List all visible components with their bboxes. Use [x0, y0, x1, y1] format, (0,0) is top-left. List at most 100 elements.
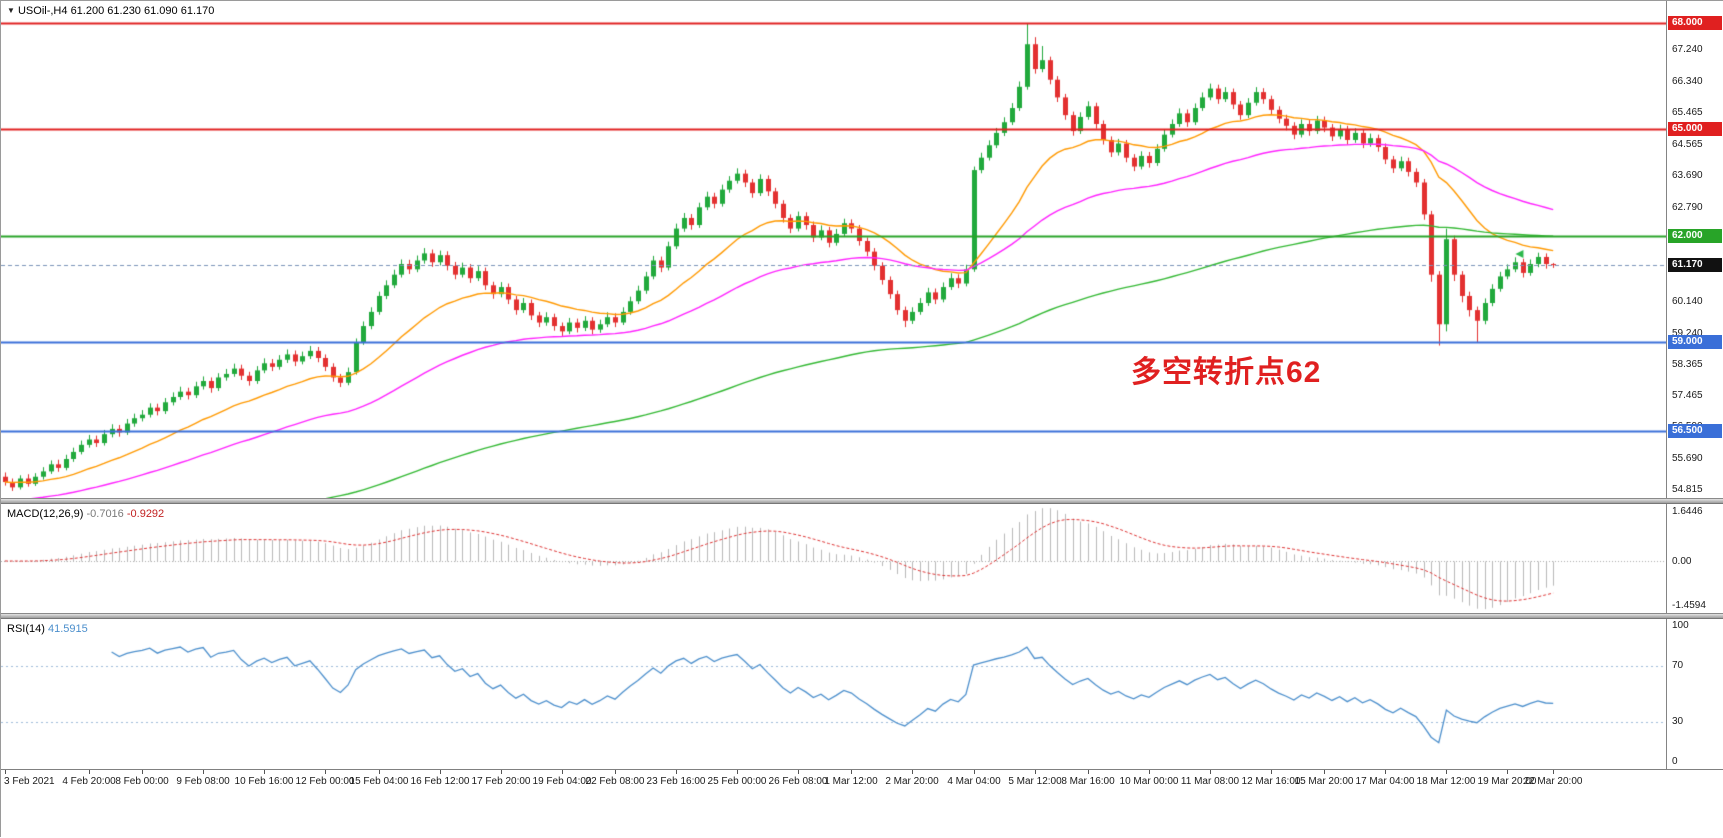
macd-name: MACD(12,26,9) — [7, 508, 84, 520]
time-tick-mark — [562, 770, 563, 774]
pane-splitter[interactable] — [1, 613, 1723, 619]
rsi-tick-label: 100 — [1672, 620, 1689, 631]
price-tick-label: 57.465 — [1672, 390, 1703, 402]
time-axis-label: 17 Feb 20:00 — [471, 776, 531, 787]
pane-splitter[interactable] — [1, 498, 1723, 504]
price-tick-label: 62.790 — [1672, 201, 1703, 213]
time-axis-label: 22 Feb 08:00 — [585, 776, 645, 787]
time-tick-mark — [1385, 770, 1386, 774]
time-axis-label: 19 Mar 20:00 — [1477, 776, 1537, 787]
time-tick-mark — [1149, 770, 1150, 774]
macd-axis[interactable]: 1.6446 0.00 -1.4594 — [1666, 504, 1723, 613]
time-tick-mark — [142, 770, 143, 774]
rsi-axis[interactable]: 100 70 30 0 — [1666, 619, 1723, 769]
symbol-period-label: USOil-,H4 — [17, 5, 68, 17]
time-axis-label: 15 Feb 04:00 — [349, 776, 409, 787]
time-tick-mark — [440, 770, 441, 774]
chart-annotation-text: 多空转折点62 — [1131, 356, 1322, 389]
macd-indicator-label: MACD(12,26,9) -0.7016 -0.9292 — [7, 508, 164, 520]
symbol-dropdown-icon[interactable]: ▼ — [7, 6, 15, 15]
macd-tick-label: 0.00 — [1672, 555, 1692, 567]
time-axis-label: 15 Mar 20:00 — [1294, 776, 1354, 787]
macd-signal-value: -0.9292 — [126, 508, 165, 520]
time-tick-mark — [1446, 770, 1447, 774]
time-tick-mark — [798, 770, 799, 774]
ohlc-high: 61.230 — [107, 5, 141, 17]
time-axis-label: 11 Mar 08:00 — [1180, 776, 1240, 787]
time-axis-label: 19 Feb 04:00 — [532, 776, 592, 787]
time-tick-mark — [89, 770, 90, 774]
time-tick-mark — [1324, 770, 1325, 774]
price-level-badge: 56.500 — [1668, 423, 1722, 438]
rsi-pane: RSI(14) 41.5915 100 70 30 0 — [1, 619, 1723, 769]
rsi-indicator-label: RSI(14) 41.5915 — [7, 623, 88, 635]
time-axis-label: 2 Mar 20:00 — [885, 776, 939, 787]
time-tick-mark — [203, 770, 204, 774]
time-axis-label: 23 Feb 16:00 — [646, 776, 706, 787]
price-tick-label: 64.565 — [1672, 138, 1703, 150]
price-tick-label: 55.690 — [1672, 453, 1703, 465]
current-price-badge: 61.170 — [1668, 258, 1722, 273]
time-axis-label: 5 Mar 12:00 — [1008, 776, 1062, 787]
time-tick-mark — [264, 770, 265, 774]
time-tick-mark — [615, 770, 616, 774]
time-axis-label: 16 Feb 12:00 — [410, 776, 470, 787]
time-axis-label: 12 Mar 16:00 — [1241, 776, 1301, 787]
time-tick-mark — [1507, 770, 1508, 774]
time-axis-label: 25 Feb 00:00 — [707, 776, 767, 787]
price-tick-label: 58.365 — [1672, 358, 1703, 370]
rsi-name: RSI(14) — [7, 623, 45, 635]
time-tick-mark — [325, 770, 326, 774]
time-axis-label: 17 Mar 04:00 — [1355, 776, 1415, 787]
price-level-badge: 65.000 — [1668, 122, 1722, 137]
time-tick-mark — [1553, 770, 1554, 774]
time-tick-mark — [1271, 770, 1272, 774]
time-tick-mark — [501, 770, 502, 774]
price-level-badge: 68.000 — [1668, 15, 1722, 30]
price-tick-label: 63.690 — [1672, 169, 1703, 181]
macd-main-value: -0.7016 — [86, 508, 124, 520]
rsi-chart-canvas[interactable] — [1, 619, 1666, 769]
time-tick-mark — [676, 770, 677, 774]
time-tick-mark — [737, 770, 738, 774]
time-axis-label: 4 Mar 04:00 — [947, 776, 1001, 787]
macd-tick-label: -1.4594 — [1672, 600, 1706, 611]
time-axis-label: 1 Mar 12:00 — [824, 776, 878, 787]
rsi-tick-label: 70 — [1672, 660, 1684, 671]
price-tick-label: 54.815 — [1672, 484, 1703, 496]
ohlc-open: 61.200 — [70, 5, 105, 17]
price-tick-label: 60.140 — [1672, 295, 1703, 307]
time-tick-mark — [379, 770, 380, 774]
time-axis-label: 18 Mar 12:00 — [1416, 776, 1476, 787]
time-axis[interactable]: 3 Feb 2021 4 Feb 20:00 8 Feb 00:00 9 Feb 08… — [1, 769, 1723, 838]
time-axis-label: 8 Mar 16:00 — [1061, 776, 1115, 787]
time-axis-label: 10 Mar 00:00 — [1119, 776, 1179, 787]
time-tick-mark — [1210, 770, 1211, 774]
macd-chart-canvas[interactable] — [1, 504, 1666, 613]
rsi-tick-label: 0 — [1672, 756, 1678, 767]
time-tick-mark — [1035, 770, 1036, 774]
ohlc-close: 61.170 — [180, 5, 215, 17]
price-axis[interactable]: 67.240 66.340 65.465 64.565 63.690 62.790 60.1… — [1666, 1, 1723, 498]
time-tick-mark — [974, 770, 975, 774]
macd-tick-label: 1.6446 — [1672, 506, 1703, 517]
ohlc-low: 61.090 — [144, 5, 178, 17]
price-level-badge: 62.000 — [1668, 228, 1722, 243]
time-tick-mark — [5, 770, 6, 774]
price-chart-canvas[interactable] — [1, 1, 1666, 498]
time-tick-mark — [851, 770, 852, 774]
rsi-tick-label: 30 — [1672, 716, 1684, 727]
price-tick-label: 67.240 — [1672, 43, 1703, 55]
time-tick-mark — [1088, 770, 1089, 774]
price-tick-label: 59.240 — [1672, 327, 1703, 339]
rsi-value: 41.5915 — [47, 623, 88, 635]
time-axis-label: 26 Feb 08:00 — [768, 776, 828, 787]
time-axis-label: 12 Feb 00:00 — [295, 776, 355, 787]
price-level-badge: 59.000 — [1668, 335, 1722, 350]
symbol-ohlc-readout: ▼ USOil-,H4 61.200 61.230 61.090 61.170 — [7, 5, 214, 17]
time-axis-label: 4 Feb 20:00 — [62, 776, 116, 787]
time-axis-label: 9 Feb 08:00 — [176, 776, 230, 787]
price-tick-label: 66.340 — [1672, 75, 1703, 87]
time-axis-label: 22 Mar 20:00 — [1523, 776, 1583, 787]
